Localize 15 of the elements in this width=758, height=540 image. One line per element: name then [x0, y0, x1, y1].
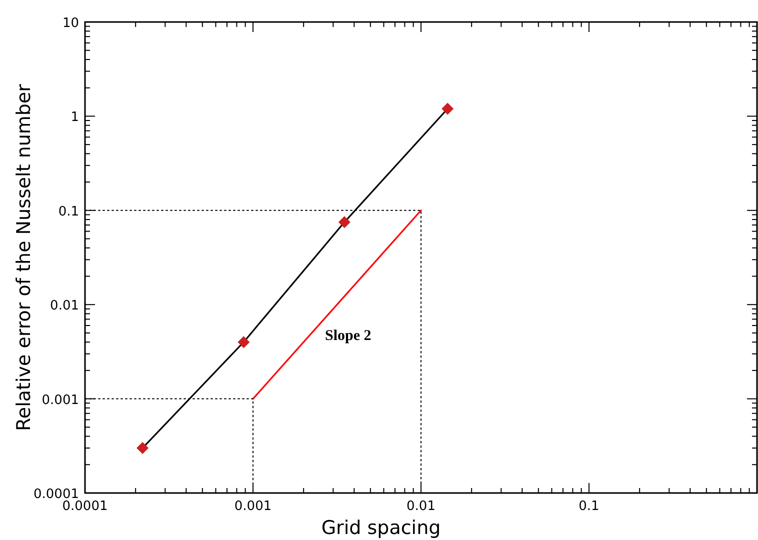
- annotation: Slope 2: [325, 328, 372, 344]
- point: [442, 102, 454, 115]
- y-axis-title: Relative error of the Nusselt number: [13, 84, 35, 431]
- y-tick-label: 0.001: [42, 392, 79, 408]
- point: [338, 216, 350, 228]
- y-tick-label: 10: [62, 16, 79, 31]
- x-axis-title: Grid spacing: [321, 517, 441, 539]
- point: [238, 336, 250, 348]
- y-tick-label: 0.01: [50, 298, 79, 314]
- point: [136, 442, 149, 454]
- x-tick-label: 0.01: [406, 499, 436, 514]
- x-tick-label: 0.001: [234, 499, 272, 514]
- y-tick-label: 1: [70, 110, 79, 126]
- y-tick-label: 0.1: [58, 204, 79, 220]
- x-tick-label: 0.1: [578, 499, 600, 514]
